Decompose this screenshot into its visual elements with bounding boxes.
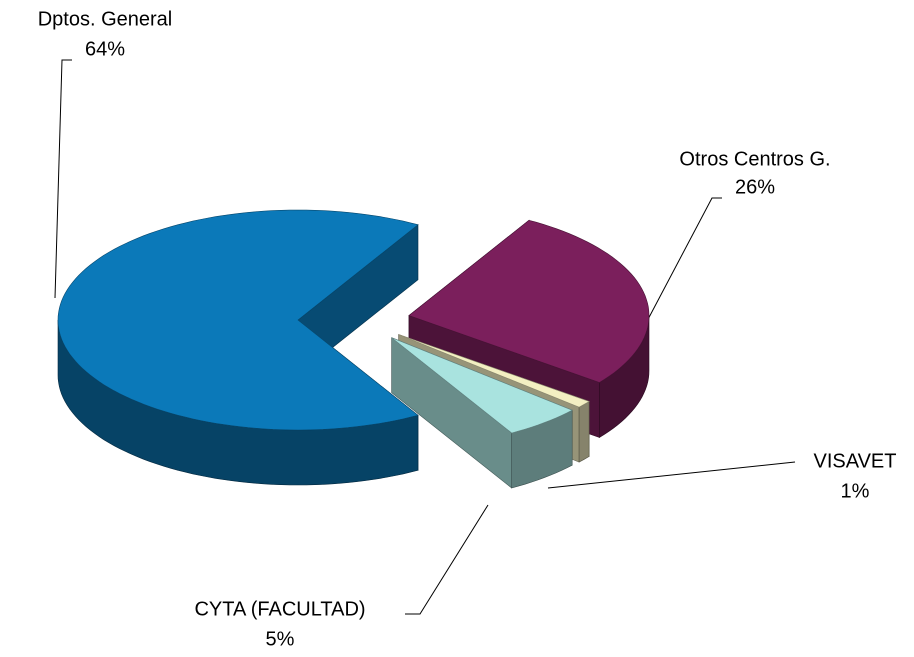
slice-label: Dptos. General [38, 8, 173, 30]
leader-line [405, 504, 489, 615]
leader-line [644, 197, 722, 326]
slice-top [398, 334, 590, 408]
slice-top [57, 209, 419, 431]
leader-line [54, 59, 72, 299]
slice-top [408, 219, 650, 383]
leader-line [547, 461, 796, 489]
slice-label: CYTA (FACULTAD) [194, 598, 365, 620]
slice-label: Otros Centros G. [679, 148, 830, 170]
slice-label: VISAVET [814, 450, 897, 472]
pie-slice [57, 209, 419, 486]
pie [57, 209, 650, 489]
slice-value-label: 26% [735, 176, 775, 198]
slice-top [391, 337, 573, 434]
slice-value-label: 1% [841, 480, 870, 502]
slice-side [578, 400, 590, 463]
slice-value-label: 64% [85, 38, 125, 60]
labels: Otros Centros G. 26% VISAVET 1% CYTA (FACULT… [38, 8, 897, 650]
pie-slice [391, 337, 573, 489]
slice-value-label: 5% [266, 628, 295, 650]
